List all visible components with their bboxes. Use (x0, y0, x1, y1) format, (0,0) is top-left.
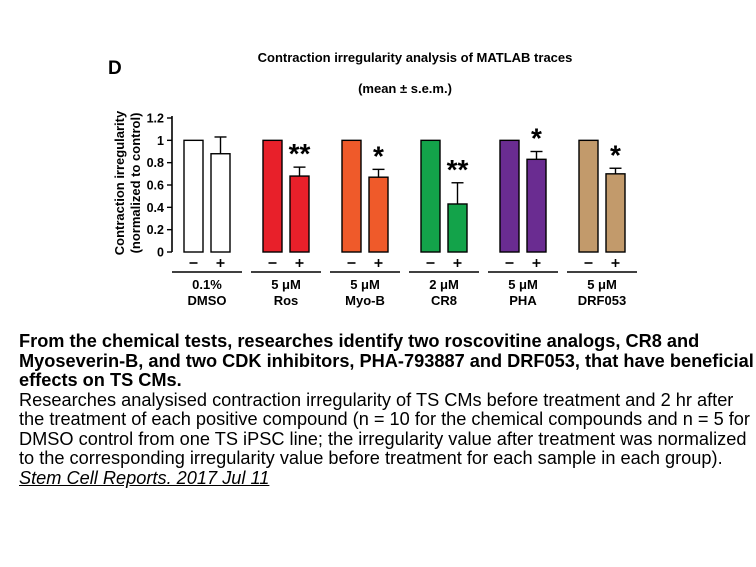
y-tick-label: 0.4 (147, 201, 164, 215)
y-tick-label: 0.2 (147, 223, 164, 237)
bar-ros-treated (289, 175, 310, 253)
group-name-label: DRF053 (578, 293, 626, 308)
caption-description: Researches analysised contraction irregu… (19, 389, 750, 468)
y-axis-label-line1: Contraction irregularity (112, 110, 127, 255)
group-dose-label: 2 μM (429, 277, 459, 292)
citation-link[interactable]: Stem Cell Reports. 2017 Jul 11 (19, 467, 270, 488)
significance-mark: * (610, 139, 621, 170)
bar-pha-untreated (499, 139, 520, 253)
significance-mark: ** (289, 138, 311, 169)
y-tick-label: 0.6 (147, 179, 164, 193)
panel-label: D (108, 58, 122, 79)
group-dose-label: 5 μM (271, 277, 301, 292)
bar-drf053-untreated (578, 139, 599, 253)
group-name-label: Myo-B (345, 293, 385, 308)
bar-cr8-untreated (420, 139, 441, 253)
group-name-label: DMSO (188, 293, 227, 308)
caption-bold-text: From the chemical tests, researches iden… (19, 331, 754, 390)
y-axis-label-line2: (normalized to control) (128, 113, 143, 254)
y-tick-label: 1.2 (147, 112, 164, 126)
group-dose-label: 5 μM (587, 277, 617, 292)
bar-dmso-treated (210, 153, 231, 253)
group-name-label: Ros (274, 293, 299, 308)
significance-mark: * (373, 140, 384, 171)
y-tick-label: 0.8 (147, 156, 164, 170)
significance-mark: * (531, 123, 542, 154)
bar-dmso-untreated (183, 139, 204, 253)
bar-myo-b-untreated (341, 139, 362, 253)
group-dose-label: 5 μM (508, 277, 538, 292)
significance-mark: ** (447, 154, 469, 185)
bar-cr8-treated (447, 203, 468, 253)
chart-subtitle: (mean ± s.e.m.) (358, 81, 452, 96)
group-name-label: CR8 (431, 293, 457, 308)
bar-chart: D Contraction irregularity analysis of M… (108, 50, 637, 308)
caption-body-text: Researches analysised contraction irregu… (19, 389, 754, 489)
bar-ros-untreated (262, 139, 283, 253)
y-tick-label: 1 (157, 134, 164, 148)
bar-drf053-treated (605, 173, 626, 253)
bar-pha-treated (526, 158, 547, 253)
chart-title: Contraction irregularity analysis of MAT… (258, 50, 573, 65)
bar-myo-b-treated (368, 176, 389, 253)
figure-caption: From the chemical tests, researches iden… (19, 331, 754, 489)
group-dose-label: 5 μM (350, 277, 380, 292)
group-dose-label: 0.1% (192, 277, 222, 292)
group-name-label: PHA (509, 293, 537, 308)
y-tick-label: 0 (157, 246, 164, 260)
